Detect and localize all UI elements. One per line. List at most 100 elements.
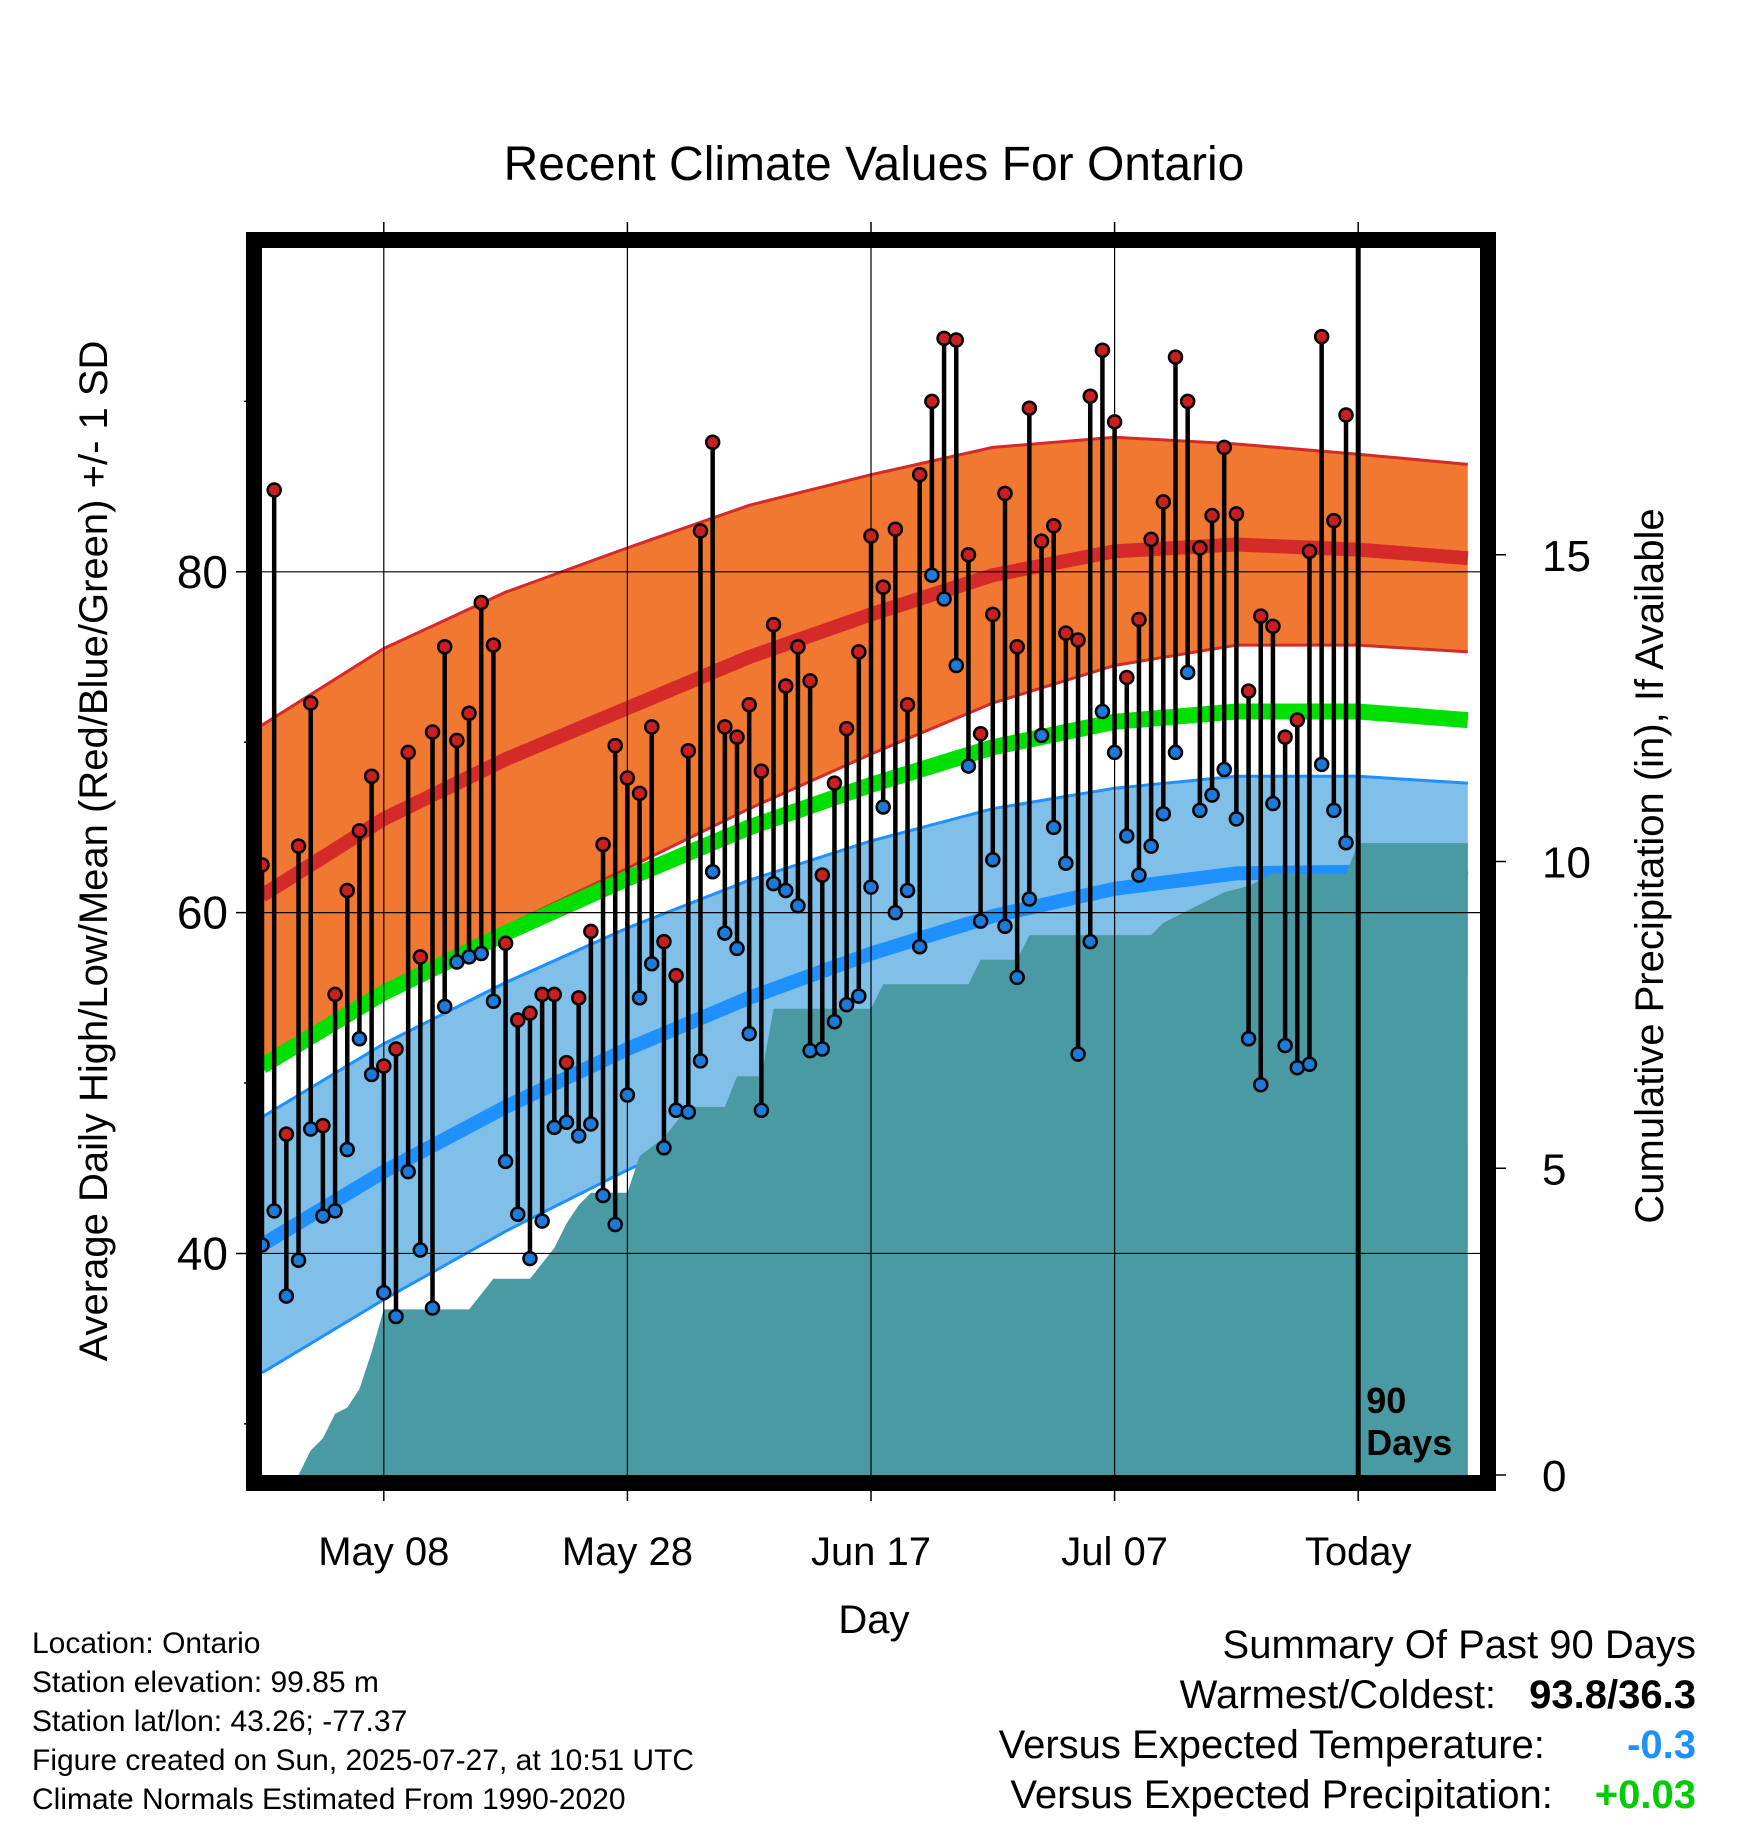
- normals-text: Climate Normals Estimated From 1990-2020: [32, 1783, 626, 1816]
- latlon-text: Station lat/lon: 43.26; -77.37: [32, 1705, 408, 1738]
- daily-high-point: [1338, 407, 1354, 423]
- daily-high-point: [1204, 507, 1220, 524]
- daily-high-point: [668, 967, 684, 984]
- daily-low-point: [1143, 838, 1159, 854]
- daily-low-point: [790, 898, 806, 914]
- daily-low-point: [607, 1216, 623, 1233]
- daily-low-point: [765, 875, 782, 892]
- daily-low-point: [412, 1242, 429, 1258]
- daily-low-point: [692, 1053, 709, 1069]
- daily-low-point: [1301, 1056, 1318, 1073]
- summary-temp-row: Versus Expected Temperature: -0.3: [999, 1720, 1696, 1770]
- daily-high-point: [838, 720, 855, 737]
- daily-high-point: [1277, 729, 1293, 745]
- y2-axis-label: Cumulative Precipitation (in), If Availa…: [1628, 508, 1672, 1223]
- daily-low-point: [911, 938, 928, 955]
- daily-low-point: [1179, 664, 1196, 681]
- daily-high-point: [485, 637, 502, 653]
- daily-high-point: [790, 639, 806, 655]
- daily-high-point: [436, 639, 453, 655]
- daily-high-point: [1253, 608, 1269, 624]
- daily-high-point: [644, 719, 660, 735]
- daily-high-point: [473, 594, 489, 611]
- daily-low-point: [1106, 744, 1123, 761]
- daily-high-point: [1155, 494, 1172, 510]
- daily-high-point: [911, 466, 928, 483]
- daily-low-point: [473, 945, 489, 962]
- daily-low-point: [972, 913, 989, 929]
- daily-high-point: [595, 836, 611, 853]
- daily-low-point: [851, 988, 867, 1004]
- summary-precip-label: Versus Expected Precipitation:: [1010, 1773, 1553, 1817]
- daily-low-point: [400, 1163, 416, 1180]
- daily-high-point: [510, 1012, 526, 1028]
- chart-title: Recent Climate Values For Ontario: [504, 138, 1245, 191]
- daily-high-point: [1179, 393, 1196, 410]
- daily-low-point: [363, 1066, 380, 1083]
- daily-high-point: [875, 579, 891, 595]
- y-tick-label: 80: [177, 546, 228, 598]
- daily-high-point: [936, 330, 952, 347]
- daily-low-point: [619, 1087, 636, 1103]
- daily-low-point: [376, 1284, 392, 1301]
- daily-low-point: [1204, 787, 1220, 803]
- daily-low-point: [1326, 802, 1342, 819]
- daily-high-point: [717, 719, 733, 735]
- daily-high-point: [558, 1054, 575, 1071]
- daily-low-point: [631, 990, 648, 1006]
- daily-low-point: [997, 918, 1013, 935]
- y-axis-label: Average Daily High/Low/Mean (Red/Blue/Gr…: [72, 341, 116, 1362]
- daily-high-point: [1289, 712, 1306, 728]
- daily-high-point: [1058, 625, 1074, 641]
- daily-low-point: [887, 904, 904, 921]
- daily-low-point: [924, 567, 940, 583]
- daily-high-point: [1228, 506, 1245, 522]
- daily-high-point: [570, 990, 587, 1006]
- daily-low-point: [436, 998, 453, 1015]
- daily-low-point: [1228, 811, 1245, 827]
- daily-low-point: [570, 1128, 587, 1144]
- daily-high-point: [704, 434, 721, 451]
- daily-low-point: [948, 657, 965, 674]
- daily-low-point: [1070, 1046, 1086, 1062]
- summary-warmest-row: Warmest/Coldest: 93.8/36.3: [999, 1670, 1696, 1720]
- daily-high-point: [266, 482, 282, 498]
- precipitation-area: [262, 843, 1468, 1475]
- daily-low-point: [777, 882, 794, 899]
- daily-high-point: [1167, 349, 1184, 365]
- daily-low-point: [899, 882, 916, 899]
- daily-low-point: [424, 1300, 441, 1316]
- daily-high-point: [1240, 683, 1257, 699]
- daily-high-point: [376, 1058, 392, 1074]
- daily-low-point: [1338, 835, 1354, 851]
- daily-low-point: [826, 1013, 843, 1030]
- daily-high-point: [972, 725, 989, 742]
- daily-high-point: [765, 616, 782, 633]
- daily-low-point: [534, 1213, 550, 1229]
- daily-low-point: [1313, 756, 1330, 773]
- daily-high-point: [497, 935, 514, 952]
- daily-high-point: [692, 523, 709, 539]
- x-tick-label: Jun 17: [811, 1530, 931, 1574]
- daily-high-point: [924, 393, 940, 410]
- daily-high-point: [948, 332, 965, 348]
- daily-high-point: [814, 867, 831, 883]
- daily-low-point: [1094, 703, 1111, 720]
- daily-high-point: [899, 696, 916, 713]
- daily-high-point: [826, 775, 843, 791]
- daily-high-point: [1094, 342, 1111, 358]
- daily-low-point: [729, 940, 745, 957]
- daily-high-point: [1313, 328, 1330, 345]
- daily-high-point: [887, 521, 904, 537]
- daily-low-point: [875, 799, 891, 815]
- summary-precip-row: Versus Expected Precipitation: +0.03: [999, 1770, 1696, 1820]
- y2-tick-label: 10: [1542, 839, 1591, 888]
- x-tick-label: Jul 07: [1061, 1530, 1168, 1574]
- y2-tick-label: 5: [1542, 1145, 1566, 1194]
- elevation-text: Station elevation: 99.85 m: [32, 1666, 379, 1699]
- daily-low-point: [266, 1203, 282, 1219]
- daily-low-point: [717, 925, 733, 941]
- station-info: Location: Ontario Station elevation: 99.…: [32, 1624, 694, 1819]
- daily-low-point: [1131, 867, 1147, 883]
